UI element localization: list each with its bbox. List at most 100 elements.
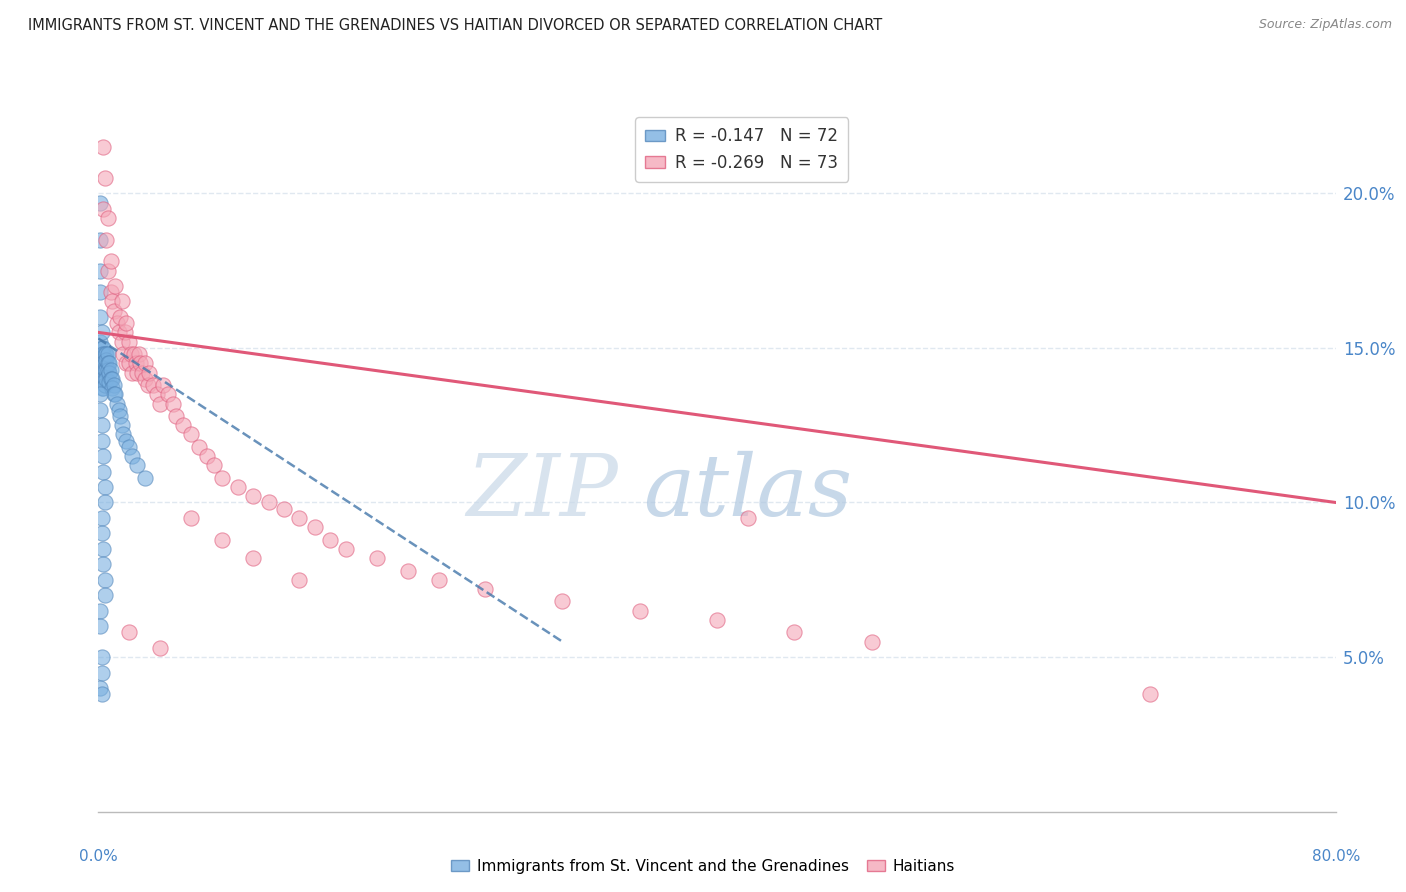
Point [211, 471, 233, 485]
Point [195, 449, 218, 463]
Point [706, 613, 728, 627]
Point [100, 285, 122, 300]
Point [90, 418, 112, 433]
Point [111, 294, 134, 309]
Point [551, 594, 574, 608]
Point [111, 418, 134, 433]
Point [288, 573, 311, 587]
Point [101, 381, 124, 395]
Text: ZIP: ZIP [467, 450, 619, 533]
Point [107, 326, 129, 340]
Point [90, 362, 112, 376]
Point [136, 378, 159, 392]
Point [134, 471, 156, 485]
Point [211, 533, 233, 547]
Point [89, 285, 111, 300]
Point [97, 356, 120, 370]
Point [100, 372, 122, 386]
Point [319, 533, 342, 547]
Point [89, 310, 111, 324]
Point [90, 650, 112, 665]
Point [91, 362, 114, 376]
Point [628, 604, 651, 618]
Point [288, 511, 311, 525]
Point [152, 378, 174, 392]
Point [860, 634, 883, 648]
Point [91, 347, 114, 361]
Point [162, 396, 184, 410]
Point [149, 640, 172, 655]
Point [127, 458, 149, 473]
Point [91, 341, 114, 355]
Point [138, 366, 160, 380]
Point [128, 347, 150, 361]
Point [91, 356, 114, 370]
Point [129, 356, 152, 370]
Point [107, 402, 129, 417]
Point [124, 356, 146, 370]
Point [90, 687, 112, 701]
Point [91, 449, 114, 463]
Point [104, 279, 127, 293]
Point [93, 170, 115, 185]
Point [122, 347, 145, 361]
Point [91, 558, 114, 572]
Point [112, 427, 135, 442]
Point [118, 625, 141, 640]
Legend: R = -0.147   N = 72, R = -0.269   N = 73: R = -0.147 N = 72, R = -0.269 N = 73 [636, 118, 848, 182]
Point [104, 387, 127, 401]
Text: IMMIGRANTS FROM ST. VINCENT AND THE GRENADINES VS HAITIAN DIVORCED OR SEPARATED : IMMIGRANTS FROM ST. VINCENT AND THE GREN… [28, 18, 883, 33]
Point [335, 541, 357, 556]
Point [98, 375, 121, 389]
Point [146, 387, 169, 401]
Point [108, 310, 131, 324]
Point [105, 316, 128, 330]
Point [149, 396, 172, 410]
Point [90, 347, 112, 361]
Point [93, 378, 115, 392]
Point [396, 564, 419, 578]
Point [96, 353, 118, 368]
Point [100, 362, 122, 376]
Point [108, 409, 131, 423]
Point [101, 372, 124, 386]
Point [134, 356, 156, 370]
Point [105, 396, 128, 410]
Point [89, 334, 111, 349]
Point [120, 347, 142, 361]
Point [97, 211, 120, 225]
Point [1139, 687, 1161, 701]
Point [89, 402, 111, 417]
Point [90, 381, 112, 395]
Point [157, 387, 180, 401]
Point [115, 356, 138, 370]
Point [90, 372, 112, 386]
Point [257, 495, 280, 509]
Point [180, 511, 202, 525]
Point [91, 372, 114, 386]
Point [101, 294, 124, 309]
Point [112, 347, 135, 361]
Point [91, 381, 114, 395]
Point [118, 440, 141, 454]
Point [90, 341, 112, 355]
Point [96, 233, 118, 247]
Point [242, 489, 264, 503]
Point [118, 356, 141, 370]
Point [97, 362, 120, 376]
Point [90, 665, 112, 680]
Point [304, 520, 326, 534]
Point [89, 195, 111, 210]
Point [90, 511, 112, 525]
Point [273, 501, 295, 516]
Point [131, 366, 153, 380]
Point [90, 526, 112, 541]
Point [98, 366, 121, 380]
Point [127, 366, 149, 380]
Point [89, 233, 111, 247]
Point [226, 480, 249, 494]
Point [115, 434, 138, 448]
Point [737, 511, 759, 525]
Text: atlas: atlas [643, 450, 852, 533]
Point [90, 434, 112, 448]
